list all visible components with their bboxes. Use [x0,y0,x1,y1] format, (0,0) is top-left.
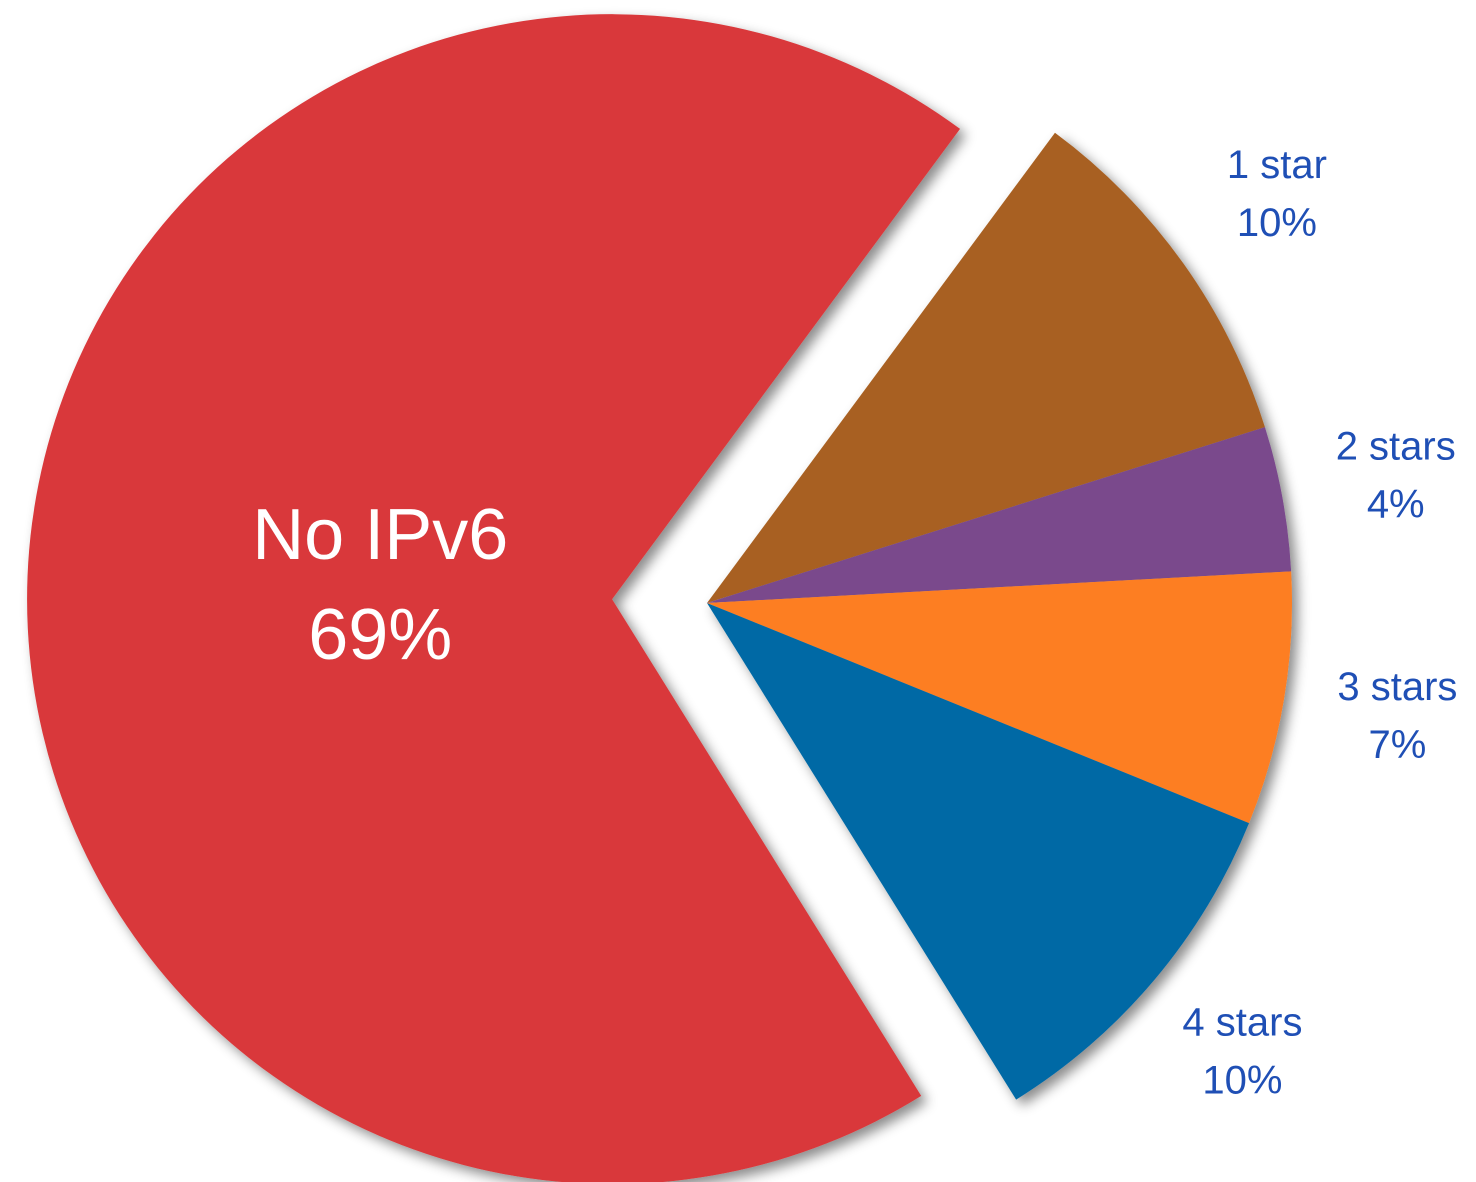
pie-slice [27,14,961,1182]
slice-value-label: 7% [1368,723,1426,767]
labels: No IPv6 69% 1 star 10% 2 stars 4% 3 stars 7% 4 s… [252,143,1457,1102]
slice-label: 2 stars [1336,424,1456,468]
pie-slice [707,132,1265,603]
pie-slice [707,603,1250,1100]
slice-value-label: 10% [1202,1058,1282,1102]
slice-label: 4 stars [1182,1000,1302,1044]
pie-slice [707,427,1292,603]
pie-slice [707,571,1292,824]
slice-label: No IPv6 [252,495,508,575]
slice-value-label: 69% [308,595,452,675]
slices [27,14,1292,1182]
slice-value-label: 10% [1237,201,1317,245]
slice-label: 3 stars [1337,665,1457,709]
slice-label: 1 star [1227,143,1327,187]
slice-value-label: 4% [1367,482,1425,526]
